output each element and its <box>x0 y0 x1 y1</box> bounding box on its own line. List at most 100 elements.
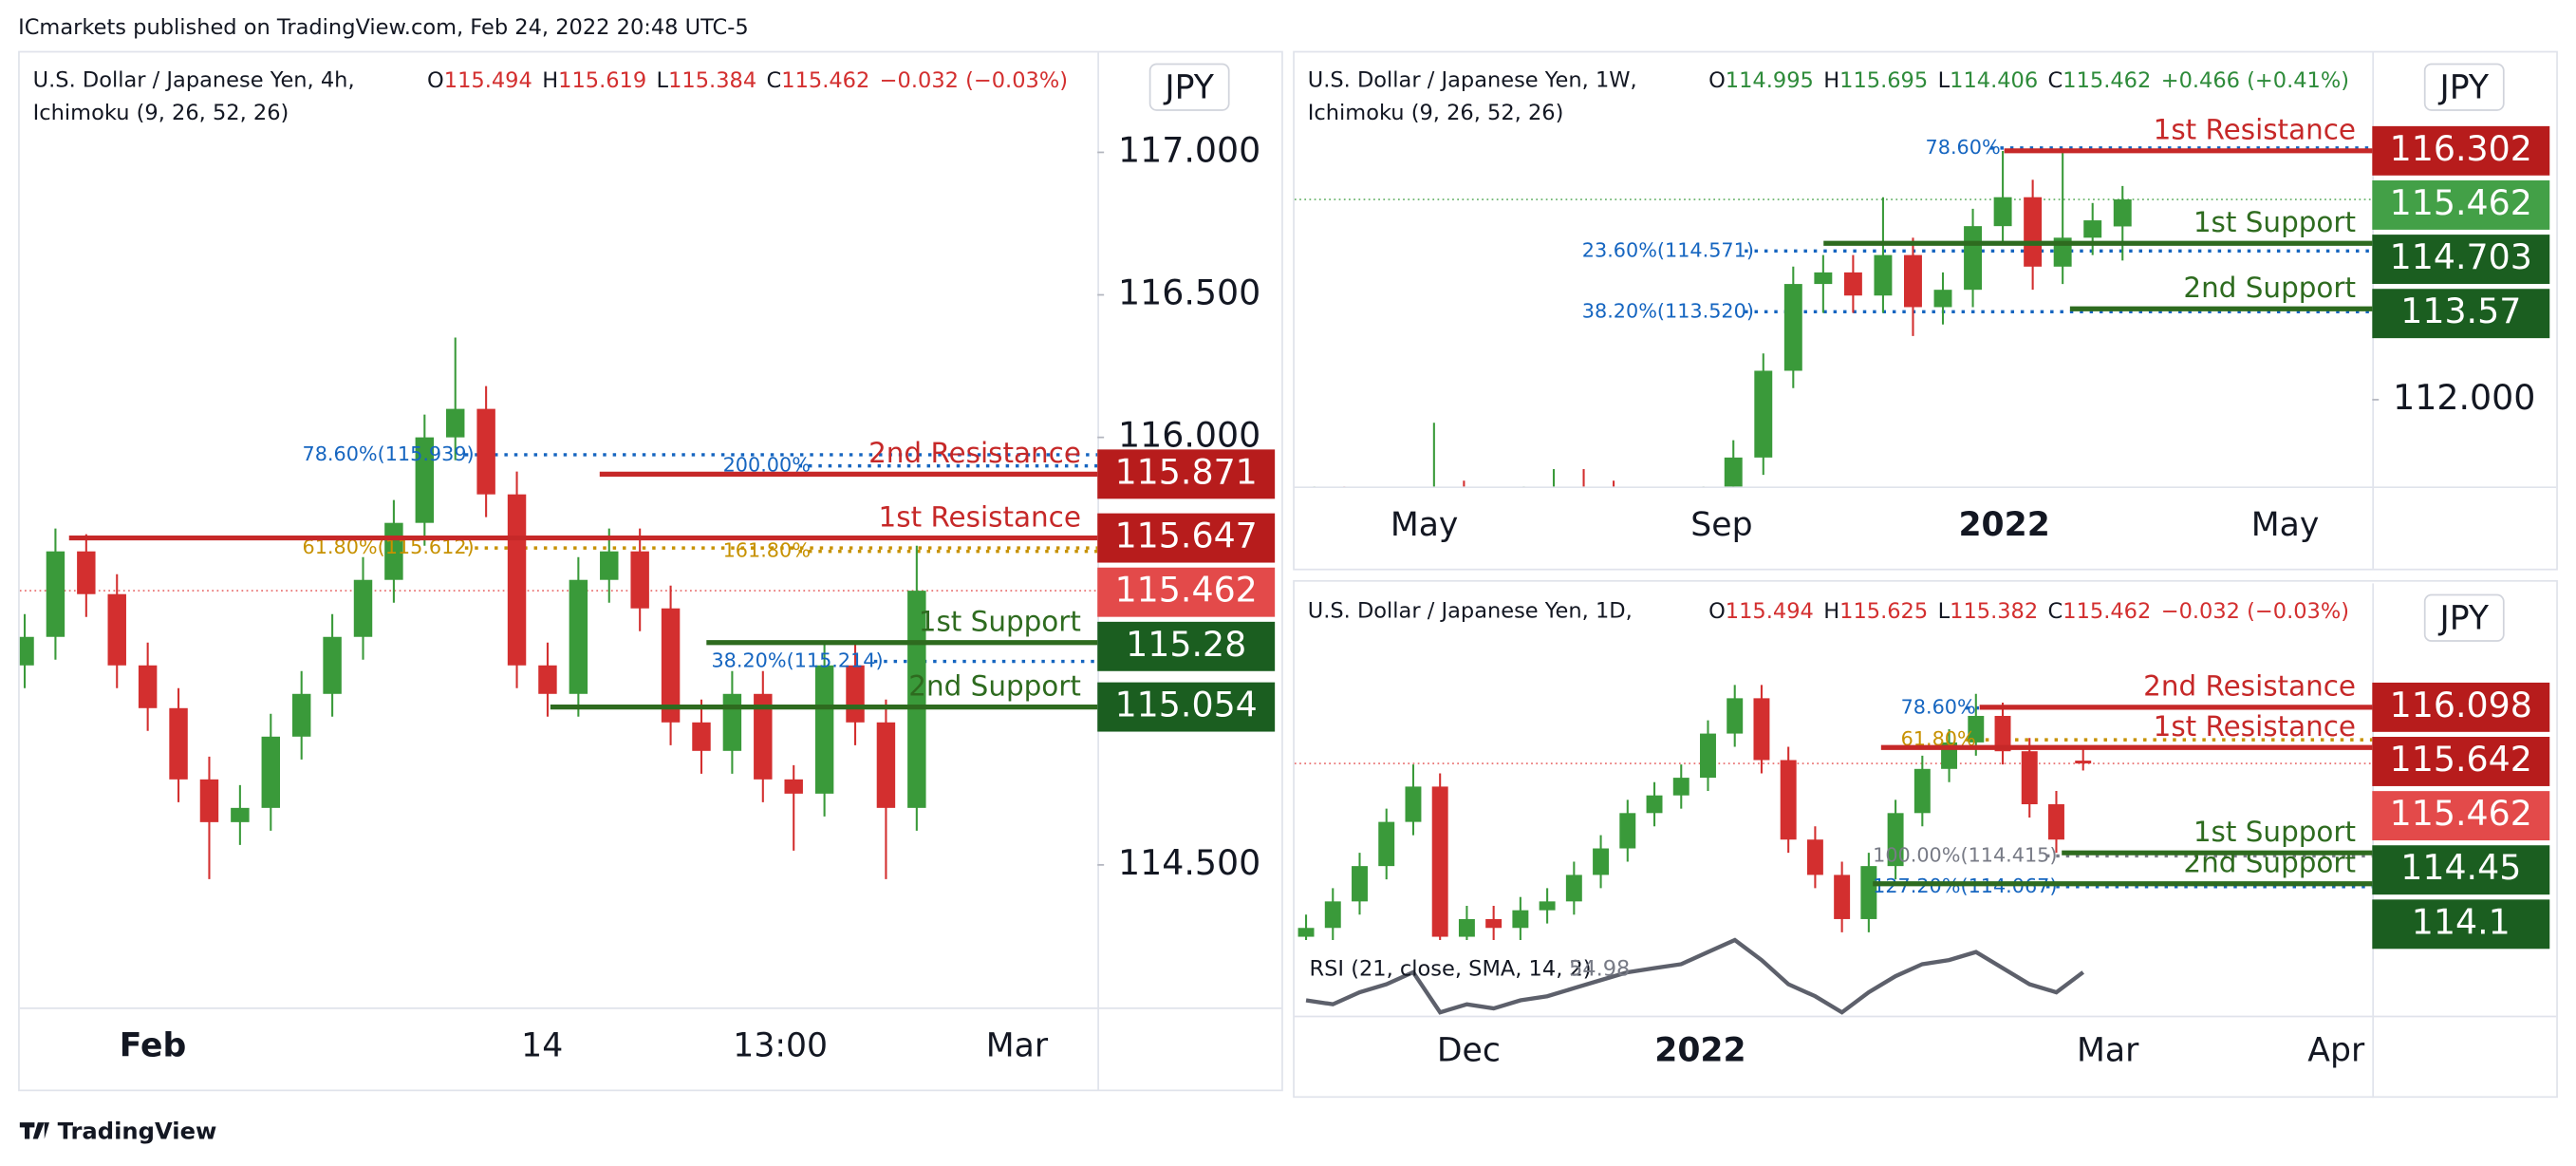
price-box-label: 115.054 <box>1115 685 1258 725</box>
fib-label: 78.60% <box>1926 136 2001 159</box>
x-tick-label: May <box>2251 506 2320 544</box>
price-box <box>1097 682 1276 732</box>
candle-body <box>291 693 311 737</box>
footer-brand: TradingView <box>58 1119 217 1145</box>
price-box <box>1097 621 1276 671</box>
level-name: 2nd Support <box>2183 846 2356 878</box>
price-box-label: 115.462 <box>2390 793 2532 834</box>
candle-body <box>1904 254 1922 308</box>
level-name: 1st Resistance <box>2154 114 2356 146</box>
candle-body <box>754 693 773 780</box>
plot <box>1294 146 2373 487</box>
candle-body <box>1619 813 1636 849</box>
candle-body <box>1806 839 1823 875</box>
publish-header: ICmarkets published on TradingView.com, … <box>18 15 749 40</box>
candle-body <box>1887 813 1904 867</box>
x-tick-label: 2022 <box>1654 1032 1745 1070</box>
ohlc-value: 115.462 <box>2063 598 2151 623</box>
fib-label: 78.60%(115.939) <box>303 442 475 465</box>
y-tick-label: 116.500 <box>1118 273 1260 313</box>
price-box-label: 115.462 <box>2390 182 2532 223</box>
panel-frame <box>18 50 1283 1092</box>
candle-body <box>1297 928 1315 937</box>
x-tick-label: Apr <box>2307 1032 2365 1070</box>
ohlc-value: 115.625 <box>1839 598 1928 623</box>
price-box-label: 115.28 <box>1126 624 1246 665</box>
price-box-label: 116.098 <box>2390 685 2532 725</box>
ohlc-key: C <box>2048 67 2063 92</box>
indicator-label: Ichimoku (9, 26, 52, 26) <box>1308 101 1564 125</box>
ohlc-change: +0.466 (+0.41%) <box>2161 67 2349 92</box>
candle-body <box>1539 901 1556 911</box>
candle-body <box>1700 733 1716 779</box>
price-box-label: 114.1 <box>2412 901 2511 942</box>
ohlc-key: L <box>1938 598 1951 623</box>
rsi-line <box>1305 937 2085 1015</box>
y-tick-label: 112.000 <box>2393 377 2535 418</box>
price-box-label: 115.642 <box>2390 739 2532 780</box>
currency-label: JPY <box>2438 68 2490 106</box>
candle-body <box>1352 866 1368 902</box>
currency-badge <box>2423 593 2505 642</box>
level-name: 1st Resistance <box>2154 710 2356 743</box>
candle-body <box>1593 848 1610 875</box>
candle-body <box>1724 457 1743 487</box>
price-box <box>2372 179 2550 230</box>
price-box <box>2372 682 2550 732</box>
candle-body <box>1458 918 1475 937</box>
ohlc-key: L <box>1938 67 1951 92</box>
candle-body <box>1860 866 1877 919</box>
price-box <box>2372 125 2550 176</box>
ohlc-value: 114.995 <box>1726 67 1814 92</box>
candle-body <box>1783 284 1802 371</box>
rsi-value: 54.98 <box>1569 957 1630 982</box>
candle-body <box>261 736 281 808</box>
level-name: 2nd Support <box>908 669 1081 702</box>
candle-body <box>19 636 34 666</box>
candle-body <box>2083 220 2102 238</box>
x-tick-label: May <box>1391 506 1459 544</box>
candle-body <box>630 551 649 609</box>
price-box <box>1097 449 1276 499</box>
candle-body <box>1324 901 1341 929</box>
price-box <box>2372 235 2550 285</box>
ohlc-value: 115.619 <box>558 67 646 92</box>
ohlc-key: O <box>1708 67 1726 92</box>
ohlc-value: 115.494 <box>1726 598 1814 623</box>
candle-body <box>846 665 865 723</box>
candle-body <box>1646 795 1663 814</box>
candle-body <box>1814 272 1833 285</box>
y-tick-label: 116.000 <box>1118 415 1260 456</box>
level-name: 1st Support <box>2193 816 2356 848</box>
fib-label: 38.20%(113.520) <box>1582 299 1754 322</box>
panel-frame <box>1293 579 2558 1099</box>
price-box-label: 115.647 <box>1115 516 1258 556</box>
candle-body <box>415 437 435 523</box>
candle-body <box>1993 197 2012 227</box>
candle-body <box>1780 760 1797 840</box>
ohlc-value: 115.384 <box>668 67 756 92</box>
candle-body <box>138 665 158 708</box>
candle-body <box>538 665 557 694</box>
candle-body <box>107 593 126 666</box>
ohlc-value: 114.406 <box>1950 67 2038 92</box>
ohlc-line: O115.494 H115.625 L115.382 C115.462 −0.032 (… <box>1708 598 2349 623</box>
candle-body <box>692 722 711 751</box>
fib-label: 161.80% <box>723 539 811 562</box>
ohlc-value: 115.695 <box>1839 67 1928 92</box>
candle-body <box>2024 197 2043 267</box>
candle-body <box>1512 910 1529 929</box>
level-name: 1st Resistance <box>879 500 1081 533</box>
candle-body <box>1964 226 1983 291</box>
price-box-label: 116.302 <box>2390 128 2532 169</box>
candle-body <box>1378 821 1395 867</box>
x-tick-label: 13:00 <box>733 1027 828 1065</box>
y-tick-label: 117.000 <box>1118 129 1260 170</box>
candle-body <box>77 551 96 594</box>
candle-body <box>1565 874 1582 902</box>
x-tick-label: Feb <box>120 1027 187 1065</box>
price-box <box>2372 845 2550 895</box>
ohlc-key: H <box>1823 67 1839 92</box>
fib-label: 23.60%(114.571) <box>1582 238 1754 261</box>
candle-body <box>2075 761 2092 764</box>
